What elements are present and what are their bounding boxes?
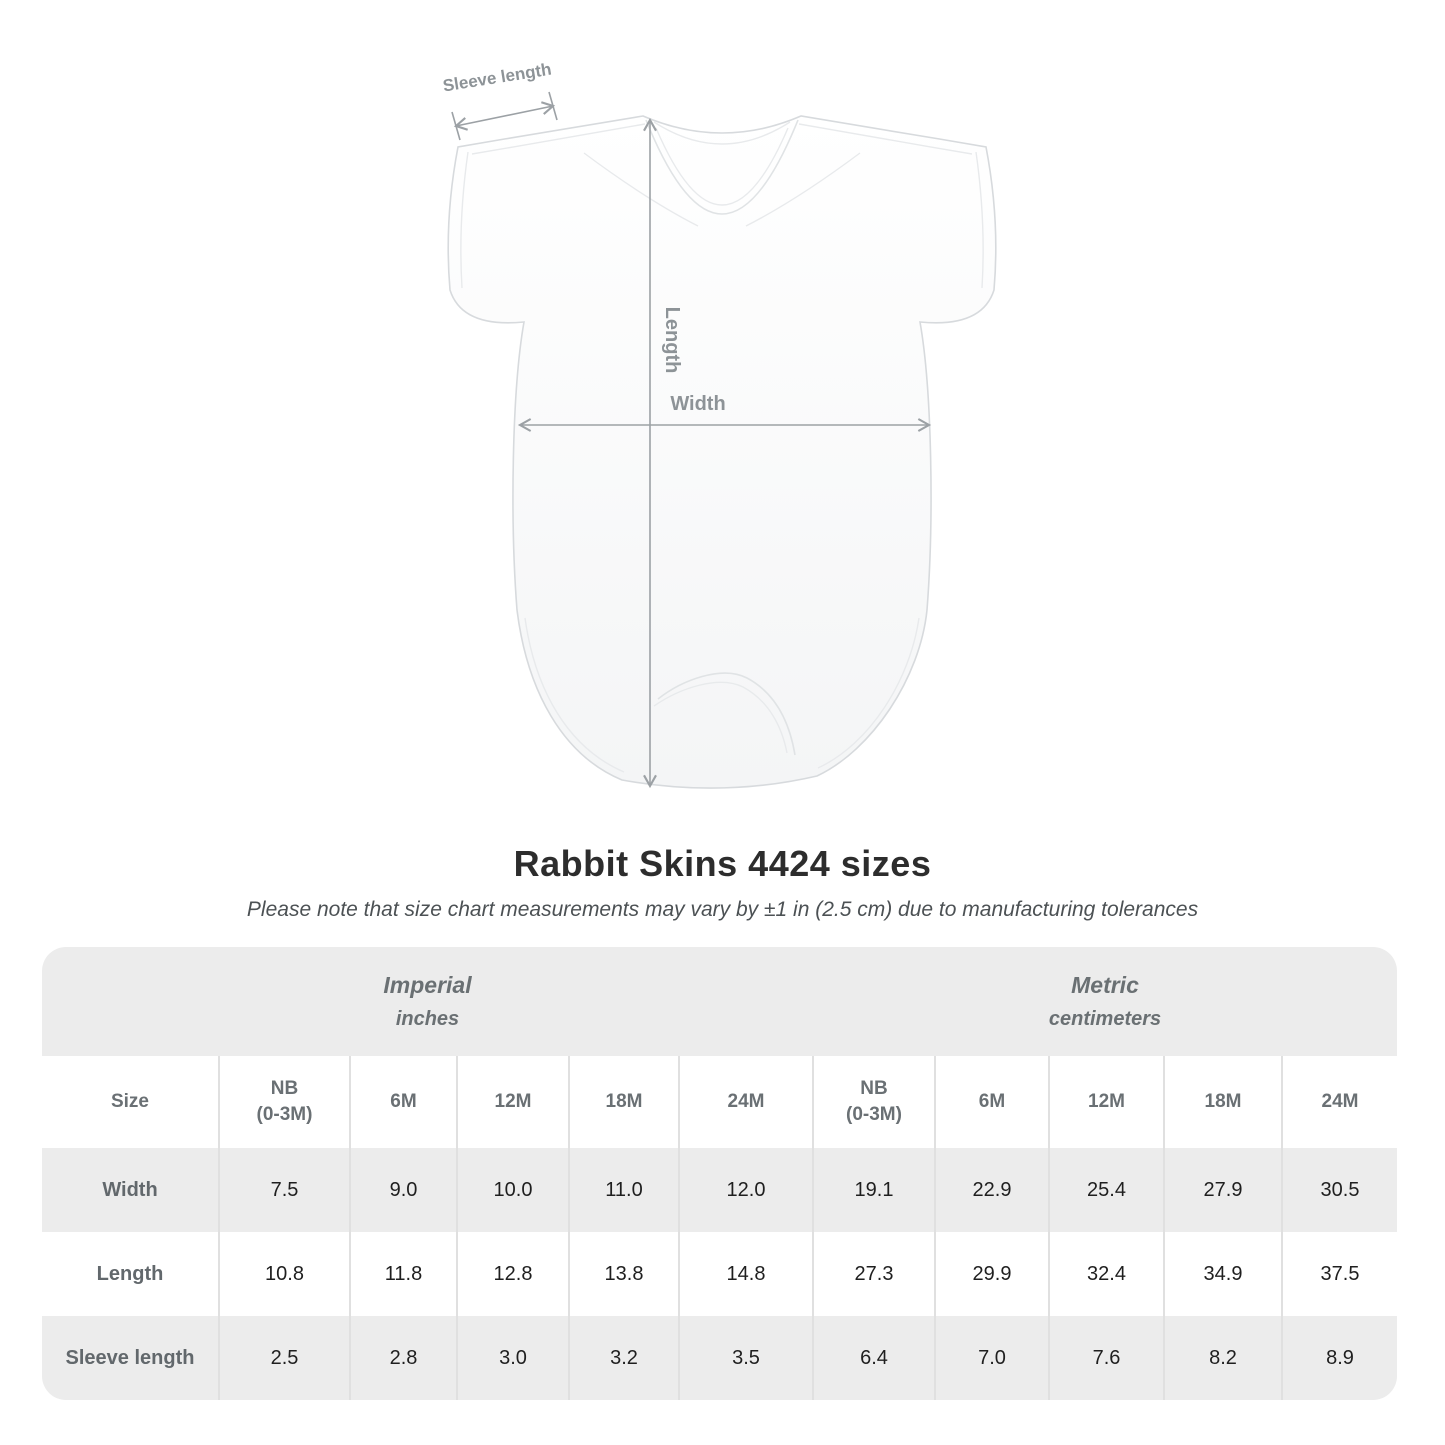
table-row-width: Width 7.5 9.0 10.0 11.0 12.0 19.1 22.9 2… <box>42 1148 1397 1232</box>
page-subtitle: Please note that size chart measurements… <box>246 898 1199 922</box>
table-row-sleeve-length: Sleeve length 2.5 2.8 3.0 3.2 3.5 6.4 7.… <box>42 1316 1397 1400</box>
width-label: Width <box>670 393 725 415</box>
crotch-flap-seam <box>657 672 796 756</box>
table-cell: 9.0 <box>349 1148 457 1232</box>
crotch-flap-binding <box>653 681 788 754</box>
unit-group-row: Imperial inches Metric centimeters <box>42 947 1397 1056</box>
left-leg-binding <box>524 617 625 773</box>
imperial-group-header: Imperial inches <box>42 947 813 1056</box>
column-header-12m-imperial: 12M <box>456 1056 569 1148</box>
column-header-18m-metric: 18M <box>1163 1056 1282 1148</box>
table-cell: 37.5 <box>1280 1232 1397 1316</box>
column-header-nb-metric: NB (0-3M) <box>812 1056 935 1148</box>
right-shoulder-flap-seam <box>745 152 861 227</box>
table-cell: 34.9 <box>1163 1232 1282 1316</box>
size-column-header: Size <box>42 1056 219 1148</box>
length-label: Length <box>661 307 683 374</box>
onesie-body <box>447 115 997 789</box>
column-header-18m-imperial: 18M <box>568 1056 679 1148</box>
table-cell: 12.8 <box>456 1232 569 1316</box>
table-cell: 8.9 <box>1280 1316 1397 1400</box>
table-cell: 27.9 <box>1163 1148 1282 1232</box>
sleeve-length-arrow <box>453 101 556 131</box>
table-cell: 22.9 <box>934 1148 1049 1232</box>
table-cell: 2.8 <box>349 1316 457 1400</box>
left-cuff-seam <box>460 151 469 289</box>
table-cell: 7.5 <box>218 1148 350 1232</box>
imperial-unit: inches <box>395 1008 460 1030</box>
metric-unit: centimeters <box>1048 1008 1162 1030</box>
table-cell: 7.0 <box>934 1316 1049 1400</box>
table-cell: 32.4 <box>1048 1232 1164 1316</box>
imperial-label: Imperial <box>383 972 472 998</box>
sleeve-length-tick-right <box>548 91 558 121</box>
metric-label: Metric <box>1071 972 1139 998</box>
row-label: Length <box>42 1232 219 1316</box>
table-cell: 6.4 <box>812 1316 935 1400</box>
table-cell: 3.2 <box>568 1316 679 1400</box>
table-cell: 12.0 <box>678 1148 813 1232</box>
row-label: Width <box>42 1148 219 1232</box>
size-chart: Imperial inches Metric centimeters Size … <box>42 947 1397 1400</box>
right-shoulder-binding <box>798 123 973 155</box>
sleeve-length-label: Sleeve length <box>442 60 553 96</box>
back-collar-seam <box>653 121 791 145</box>
left-shoulder-binding <box>471 123 646 155</box>
right-leg-binding <box>817 617 920 769</box>
metric-group-header: Metric centimeters <box>813 947 1397 1056</box>
column-header-6m-metric: 6M <box>934 1056 1049 1148</box>
table-cell: 30.5 <box>1280 1148 1397 1232</box>
table-cell: 29.9 <box>934 1232 1049 1316</box>
row-label: Sleeve length <box>42 1316 219 1400</box>
column-header-nb-imperial: NB (0-3M) <box>218 1056 350 1148</box>
table-cell: 3.0 <box>456 1316 569 1400</box>
table-cell: 7.6 <box>1048 1316 1164 1400</box>
table-cell: 10.0 <box>456 1148 569 1232</box>
column-header-24m-metric: 24M <box>1280 1056 1397 1148</box>
table-cell: 8.2 <box>1163 1316 1282 1400</box>
table-cell: 25.4 <box>1048 1148 1164 1232</box>
sleeve-length-tick-left <box>451 111 461 141</box>
onesie-size-diagram: Length Width Sleeve length <box>442 60 997 789</box>
neck-binding-seam <box>655 127 789 206</box>
onesie-illustration <box>447 115 997 789</box>
column-header-6m-imperial: 6M <box>349 1056 457 1148</box>
column-header-12m-metric: 12M <box>1048 1056 1164 1148</box>
table-cell: 11.8 <box>349 1232 457 1316</box>
table-row-length: Length 10.8 11.8 12.8 13.8 14.8 27.3 29.… <box>42 1232 1397 1316</box>
column-header-row: Size NB (0-3M) 6M 12M 18M 24M NB (0-3M) … <box>42 1056 1397 1148</box>
table-cell: 13.8 <box>568 1232 679 1316</box>
table-cell: 3.5 <box>678 1316 813 1400</box>
table-cell: 14.8 <box>678 1232 813 1316</box>
heading: Rabbit Skins 4424 sizes Please note that… <box>0 842 1445 922</box>
table-cell: 2.5 <box>218 1316 350 1400</box>
table-cell: 27.3 <box>812 1232 935 1316</box>
size-chart-table: Imperial inches Metric centimeters Size … <box>42 947 1397 1400</box>
table-cell: 10.8 <box>218 1232 350 1316</box>
right-cuff-seam <box>975 151 984 289</box>
column-header-24m-imperial: 24M <box>678 1056 813 1148</box>
front-neckline-seam <box>645 119 799 215</box>
page-title: Rabbit Skins 4424 sizes <box>513 843 932 884</box>
table-cell: 11.0 <box>568 1148 679 1232</box>
table-cell: 19.1 <box>812 1148 935 1232</box>
